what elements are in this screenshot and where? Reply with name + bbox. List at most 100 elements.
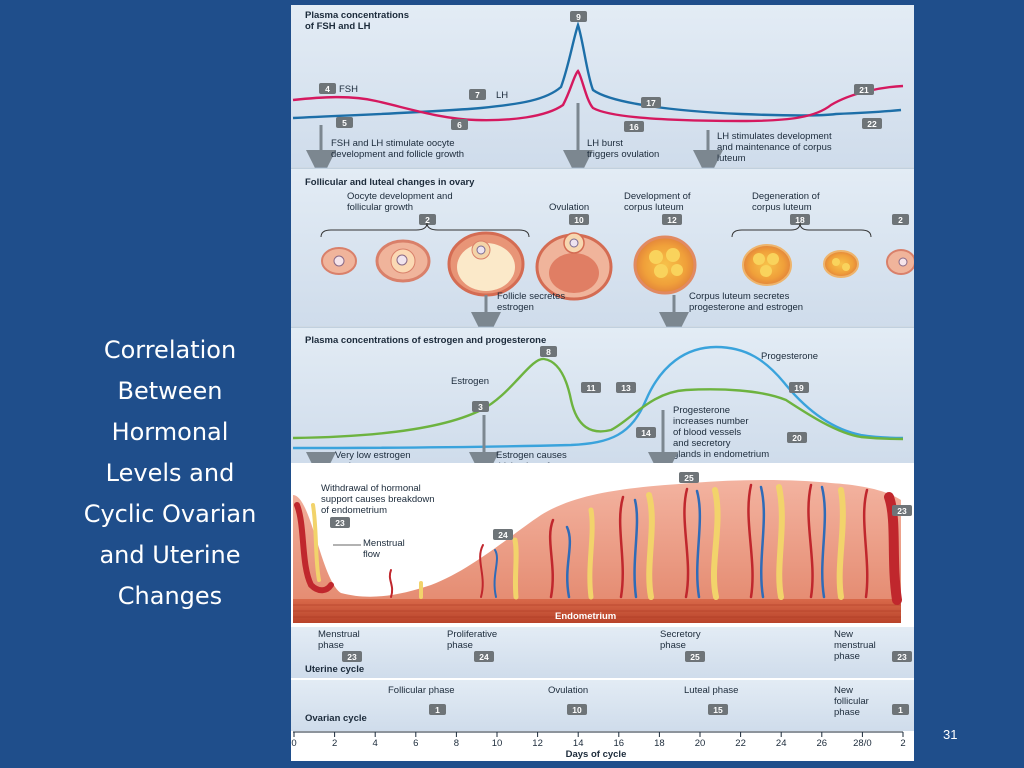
text-prog-increases: of blood vessels: [673, 427, 741, 438]
x-axis-tick-label: 0: [291, 738, 296, 749]
text-withdrawal: support causes breakdown: [321, 494, 435, 505]
x-axis-label: Days of cycle: [566, 749, 627, 760]
panel-fsh-lh-bg: [291, 5, 914, 167]
bracket: [731, 222, 872, 238]
slide-title: Correlation Between Hormonal Levels and …: [60, 330, 280, 617]
badge-text: 16: [629, 122, 639, 132]
text-lh-development: luteum: [717, 153, 746, 164]
badge-1b: 1: [892, 704, 909, 715]
bracket: [320, 222, 530, 238]
text-luteal-phase: Luteal phase: [684, 685, 738, 696]
secondary-follicle: [447, 231, 525, 297]
text-lh-burst: LH burst: [587, 138, 623, 149]
x-axis-tick-label: 8: [454, 738, 459, 749]
ovarian-cycle-title: Ovarian cycle: [305, 713, 367, 724]
badge-6: 6: [451, 119, 468, 130]
x-axis-ticks: 0 2 4 6 8 10 12 14 16 18 20 22 24 26 28/0 2: [291, 732, 906, 749]
badge-23a: 23: [330, 517, 350, 528]
text-lh-development: and maintenance of corpus: [717, 142, 832, 153]
text-cl-secretes: Corpus luteum secretes: [689, 291, 790, 302]
x-axis-tick-label: 4: [373, 738, 378, 749]
gland: [311, 503, 321, 582]
badge-18: 18: [790, 214, 810, 225]
x-axis-tick-label: 10: [492, 738, 503, 749]
page-number: 31: [943, 727, 958, 742]
badge-4: 4: [319, 83, 336, 94]
badge-text: 22: [867, 119, 877, 129]
x-axis-tick-label: 24: [776, 738, 787, 749]
x-axis-tick-label: 22: [735, 738, 746, 749]
badge-text: 23: [897, 652, 907, 662]
panel3-title: Plasma concentrations of estrogen and pr…: [305, 335, 546, 346]
progesterone-label: Progesterone: [761, 351, 818, 362]
badge-10: 10: [569, 214, 589, 225]
badge-25b: 25: [685, 651, 705, 662]
ovulating-follicle: [535, 232, 613, 301]
panel2-title: Follicular and luteal changes in ovary: [305, 177, 475, 188]
progesterone-curve: [292, 345, 904, 450]
hormone-cycle-figure: Plasma concentrations of FSH and LH 9 4 …: [291, 5, 916, 761]
primordial-follicle: [321, 247, 357, 275]
badge-10b: 10: [567, 704, 587, 715]
text-follicle-secretes: estrogen: [497, 302, 534, 313]
menstrual-flow-right: [884, 492, 902, 605]
next-follicle: [886, 249, 916, 275]
badge-text: 23: [335, 518, 345, 528]
panel1-title-line1: Plasma concentrations: [305, 10, 409, 21]
text-secretory-phase: phase: [660, 640, 686, 651]
badge-text: 24: [479, 652, 489, 662]
badge-22: 22: [862, 118, 882, 129]
badge-5: 5: [336, 117, 353, 128]
badge-text: 10: [572, 705, 582, 715]
degenerating-cl-2: [823, 250, 859, 278]
text-very-low: Very low estrogen: [335, 450, 411, 461]
badge-3: 3: [472, 401, 489, 412]
muscle-lines: [293, 604, 901, 618]
badge-text: 4: [325, 84, 330, 94]
badge-11: 11: [581, 382, 601, 393]
slide-title-line: Between: [117, 377, 223, 405]
badge-text: 20: [792, 433, 802, 443]
badge-14: 14: [636, 427, 656, 438]
lh-label: LH: [496, 90, 508, 101]
badge-text: 11: [587, 383, 596, 393]
text-menstrual-phase: Menstrual: [318, 629, 360, 640]
badge-text: 8: [546, 347, 551, 357]
endometrium-label: Endometrium: [555, 611, 616, 622]
text-menstrual-flow: Menstrual: [363, 538, 405, 549]
badge-12: 12: [662, 214, 682, 225]
slide-title-line: Cyclic Ovarian: [83, 500, 257, 528]
text-proliferative-phase: phase: [447, 640, 473, 651]
badge-19: 19: [789, 382, 809, 393]
blood-vessels: [388, 483, 869, 599]
text-withdrawal: Withdrawal of hormonal: [321, 483, 421, 494]
text-secretory-phase: Secretory: [660, 629, 701, 640]
text-prog-increases: Progesterone: [673, 405, 730, 416]
panel-ovarian-bg: [291, 679, 914, 731]
glands: [419, 484, 846, 600]
text-new-menstrual: phase: [834, 651, 860, 662]
text-lh-burst: triggers ovulation: [587, 149, 659, 160]
fsh-curve: [292, 69, 904, 123]
text-new-follicular: New: [834, 685, 853, 696]
badge-21: 21: [854, 84, 874, 95]
x-axis-tick-label: 16: [614, 738, 625, 749]
badge-text: 19: [794, 383, 804, 393]
badge-text: 2: [425, 215, 430, 225]
corpus-luteum: [633, 235, 697, 295]
panel1-title-line2: of FSH and LH: [305, 21, 371, 32]
badge-13: 13: [616, 382, 636, 393]
text-new-follicular: phase: [834, 707, 860, 718]
lh-curve: [292, 21, 902, 120]
badge-text: 18: [795, 215, 805, 225]
badge-8: 8: [540, 346, 557, 357]
degenerating-cl-1: [742, 244, 792, 286]
text-prog-increases: glands in endometrium: [673, 449, 769, 460]
badge-text: 23: [347, 652, 357, 662]
slide-title-line: Levels and: [105, 459, 235, 487]
x-axis-tick-label: 14: [573, 738, 584, 749]
badge-9: 9: [570, 11, 587, 22]
badge-text: 9: [576, 12, 581, 22]
text-dev-cl: Development of: [624, 191, 691, 202]
text-follicle-secretes: Follicle secretes: [497, 291, 565, 302]
